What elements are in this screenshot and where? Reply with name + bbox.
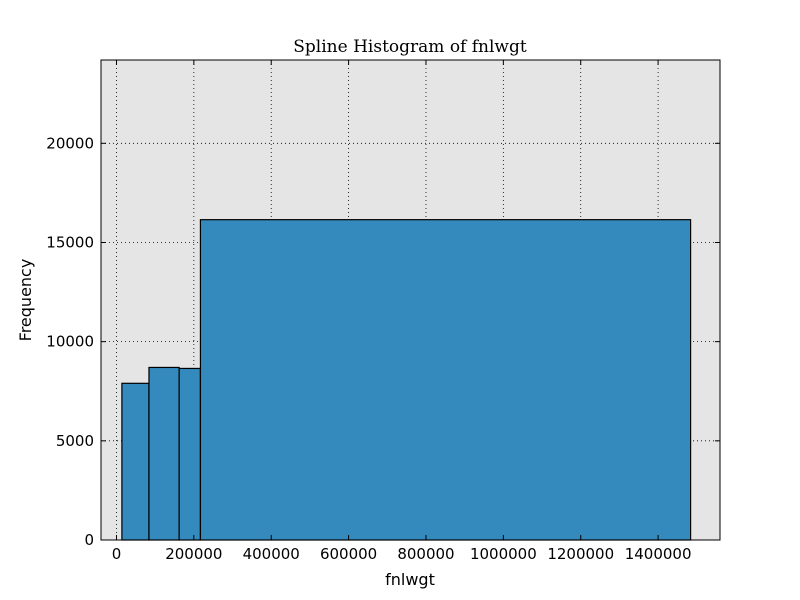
- y-tick-label: 10000: [46, 333, 94, 351]
- x-tick-label: 600000: [320, 545, 377, 563]
- axis-ticks: 0 200000 400000 600000 800000 1000000 1200000 1…: [46, 60, 720, 563]
- chart-title: Spline Histogram of fnlwgt: [293, 37, 527, 57]
- x-tick-label: 200000: [165, 545, 222, 563]
- y-tick-label: 5000: [56, 432, 94, 450]
- y-tick-label: 15000: [46, 233, 94, 251]
- x-tick-label: 400000: [243, 545, 300, 563]
- histogram-bar-1: [121, 382, 150, 541]
- histogram-bar-3: [178, 367, 202, 541]
- y-tick-label: 20000: [46, 134, 94, 152]
- x-tick-label: 1400000: [625, 545, 692, 563]
- x-tick-label: 800000: [397, 545, 454, 563]
- histogram-bars: [121, 219, 692, 541]
- plot-area-frame: [100, 59, 721, 541]
- y-axis-title: Frequency: [16, 259, 35, 342]
- x-axis-title: fnlwgt: [385, 570, 435, 589]
- x-tick-label: 0: [112, 545, 122, 563]
- x-tick-label: 1200000: [547, 545, 614, 563]
- histogram-bar-4: [199, 219, 692, 541]
- x-tick-label: 1000000: [470, 545, 537, 563]
- histogram-bar-2: [148, 366, 180, 541]
- y-tick-label: 0: [84, 531, 94, 549]
